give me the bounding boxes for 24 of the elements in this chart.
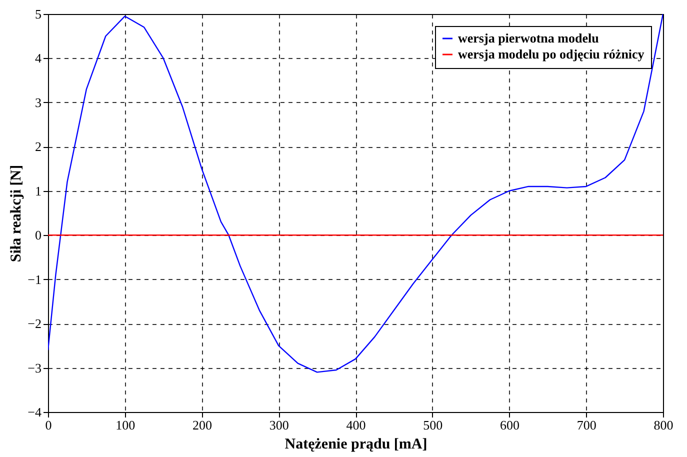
y-tick-label: 3 [35,94,42,110]
y-axis-title: Siła reakcji [N] [8,164,25,262]
x-tick-label: 300 [269,418,289,432]
x-tick-label: 100 [116,418,136,432]
y-tick-label: 1 [35,183,42,198]
x-tick-label: 0 [45,418,52,432]
x-tick-label: 400 [346,418,366,432]
y-tick-label: −1 [28,272,42,287]
y-tick-label: 4 [35,50,42,66]
y-tick-label: −2 [28,316,42,332]
x-tick-label: 800 [654,418,674,432]
legend-label: wersja pierwotna modelu [458,30,599,46]
y-tick-label: 0 [35,228,42,243]
x-tick-label: 600 [500,418,520,432]
x-tick-label: 200 [192,418,212,432]
x-axis-title: Natężenie prądu [mA] [284,436,428,452]
y-tick-label: 2 [35,139,42,154]
y-tick-label: −4 [28,404,42,420]
legend-label: wersja modelu po odjęciu różnicy [458,46,645,62]
x-tick-label: 700 [576,418,596,432]
y-tick-label: 5 [35,6,42,22]
line-series [48,14,663,373]
y-tick-label: −3 [28,360,42,376]
x-tick-label: 500 [423,418,443,432]
